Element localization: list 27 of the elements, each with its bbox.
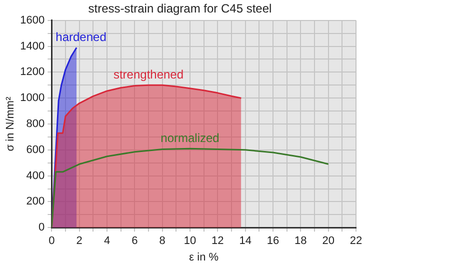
x-axis-title: ε in %	[189, 251, 219, 264]
x-tick-label: 4	[104, 235, 110, 248]
y-tick-label: 0	[38, 222, 45, 234]
series-label: hardened	[56, 30, 106, 44]
x-tick-label: 0	[48, 235, 55, 248]
x-tick-label: 6	[132, 235, 138, 248]
y-tick-label: 1400	[20, 40, 45, 52]
x-tick-label: 16	[266, 235, 280, 248]
chart-title: stress-strain diagram for C45 steel	[88, 2, 272, 16]
x-tick-label: 14	[239, 235, 252, 248]
y-tick-label: 1200	[20, 66, 45, 78]
y-tick-label: 1000	[20, 92, 45, 104]
x-tick-label: 8	[159, 235, 166, 248]
x-tick-label: 10	[184, 235, 196, 248]
y-tick-label: 800	[26, 118, 45, 130]
y-axis-title: σ in N/mm²	[4, 96, 17, 152]
x-tick-label: 12	[212, 235, 224, 248]
x-tick-label: 22	[350, 235, 362, 248]
series-label: normalized	[160, 130, 220, 145]
x-tick-label: 20	[322, 235, 334, 248]
y-tick-label: 600	[26, 144, 45, 156]
series-label: strengthened	[113, 67, 184, 82]
y-tick-label: 400	[26, 170, 45, 182]
x-tick-label: 18	[294, 235, 307, 248]
y-tick-label: 1600	[20, 14, 45, 26]
x-tick-label: 2	[76, 235, 82, 248]
y-tick-label: 200	[26, 196, 45, 208]
